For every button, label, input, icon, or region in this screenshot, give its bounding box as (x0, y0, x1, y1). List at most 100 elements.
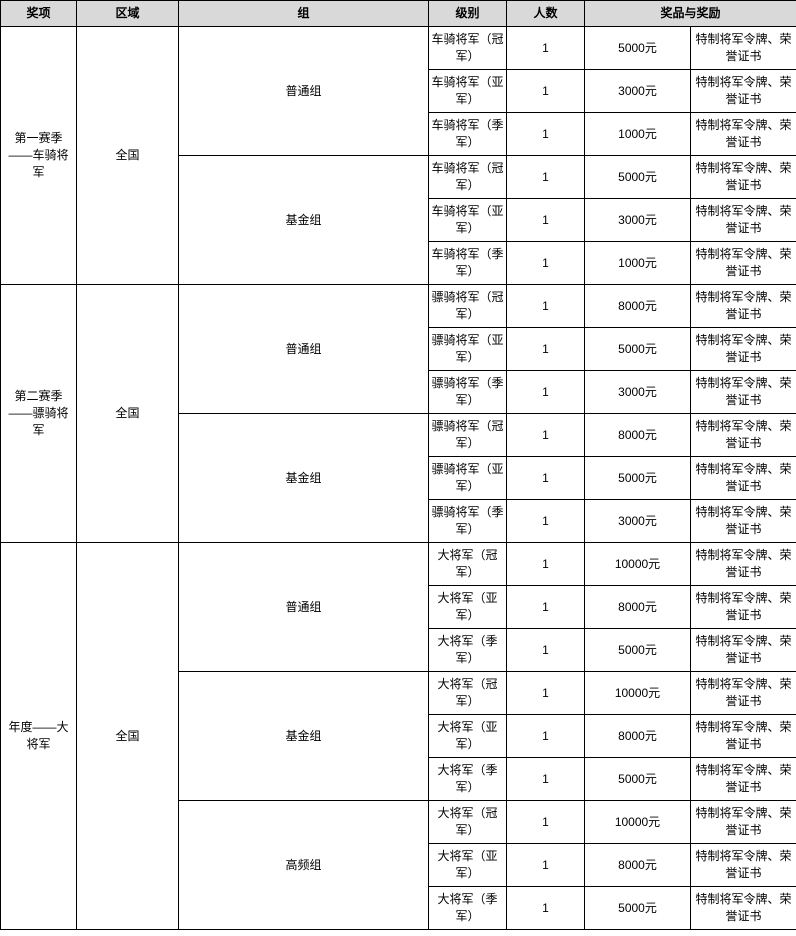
cell-group: 普通组 (179, 27, 429, 156)
cell-prize: 特制将军令牌、荣誉证书 (691, 844, 796, 887)
cell-count: 1 (507, 543, 585, 586)
cell-region: 全国 (77, 27, 179, 285)
cell-count: 1 (507, 586, 585, 629)
cell-level: 大将军（亚军） (429, 715, 507, 758)
cell-prize: 特制将军令牌、荣誉证书 (691, 543, 796, 586)
cell-group: 普通组 (179, 543, 429, 672)
col-count: 人数 (507, 1, 585, 27)
cell-level: 大将军（亚军） (429, 586, 507, 629)
cell-money: 8000元 (585, 414, 691, 457)
cell-prize: 特制将军令牌、荣誉证书 (691, 113, 796, 156)
cell-level: 大将军（季军） (429, 887, 507, 930)
cell-level: 骠骑将军（亚军） (429, 457, 507, 500)
cell-award: 第二赛季——骠骑将军 (1, 285, 77, 543)
cell-count: 1 (507, 199, 585, 242)
cell-prize: 特制将军令牌、荣誉证书 (691, 715, 796, 758)
cell-prize: 特制将军令牌、荣誉证书 (691, 371, 796, 414)
cell-prize: 特制将军令牌、荣誉证书 (691, 500, 796, 543)
cell-money: 5000元 (585, 758, 691, 801)
cell-level: 骠骑将军（冠军） (429, 414, 507, 457)
cell-count: 1 (507, 242, 585, 285)
cell-count: 1 (507, 672, 585, 715)
cell-region: 全国 (77, 543, 179, 930)
cell-money: 1000元 (585, 113, 691, 156)
cell-money: 8000元 (585, 586, 691, 629)
cell-count: 1 (507, 500, 585, 543)
cell-count: 1 (507, 414, 585, 457)
cell-money: 3000元 (585, 500, 691, 543)
cell-level: 大将军（亚军） (429, 844, 507, 887)
cell-prize: 特制将军令牌、荣誉证书 (691, 199, 796, 242)
cell-money: 8000元 (585, 285, 691, 328)
awards-table: 奖项 区域 组 级别 人数 奖品与奖励 第一赛季——车骑将军全国普通组车骑将军（… (0, 0, 796, 930)
cell-group: 普通组 (179, 285, 429, 414)
cell-level: 大将军（冠军） (429, 543, 507, 586)
table-row: 年度——大将军全国普通组大将军（冠军）110000元特制将军令牌、荣誉证书 (1, 543, 796, 586)
col-prize: 奖品与奖励 (585, 1, 796, 27)
cell-level: 骠骑将军（季军） (429, 500, 507, 543)
cell-region: 全国 (77, 285, 179, 543)
cell-level: 大将军（冠军） (429, 801, 507, 844)
cell-level: 车骑将军（亚军） (429, 199, 507, 242)
cell-group: 高频组 (179, 801, 429, 930)
cell-money: 10000元 (585, 801, 691, 844)
table-row: 第二赛季——骠骑将军全国普通组骠骑将军（冠军）18000元特制将军令牌、荣誉证书 (1, 285, 796, 328)
cell-count: 1 (507, 285, 585, 328)
cell-level: 车骑将军（亚军） (429, 70, 507, 113)
cell-prize: 特制将军令牌、荣誉证书 (691, 414, 796, 457)
cell-money: 1000元 (585, 242, 691, 285)
cell-prize: 特制将军令牌、荣誉证书 (691, 242, 796, 285)
cell-prize: 特制将军令牌、荣誉证书 (691, 285, 796, 328)
cell-money: 5000元 (585, 457, 691, 500)
cell-level: 车骑将军（季军） (429, 242, 507, 285)
col-region: 区域 (77, 1, 179, 27)
cell-prize: 特制将军令牌、荣誉证书 (691, 328, 796, 371)
cell-prize: 特制将军令牌、荣誉证书 (691, 457, 796, 500)
cell-count: 1 (507, 801, 585, 844)
cell-level: 大将军（冠军） (429, 672, 507, 715)
cell-prize: 特制将军令牌、荣誉证书 (691, 586, 796, 629)
cell-count: 1 (507, 113, 585, 156)
cell-money: 3000元 (585, 371, 691, 414)
cell-prize: 特制将军令牌、荣誉证书 (691, 801, 796, 844)
cell-money: 5000元 (585, 27, 691, 70)
cell-money: 5000元 (585, 887, 691, 930)
cell-prize: 特制将军令牌、荣誉证书 (691, 758, 796, 801)
cell-money: 3000元 (585, 199, 691, 242)
col-group: 组 (179, 1, 429, 27)
cell-level: 车骑将军（冠军） (429, 156, 507, 199)
cell-money: 3000元 (585, 70, 691, 113)
cell-money: 8000元 (585, 844, 691, 887)
cell-level: 大将军（季军） (429, 758, 507, 801)
cell-count: 1 (507, 715, 585, 758)
cell-prize: 特制将军令牌、荣誉证书 (691, 629, 796, 672)
cell-group: 基金组 (179, 414, 429, 543)
cell-count: 1 (507, 371, 585, 414)
table-header-row: 奖项 区域 组 级别 人数 奖品与奖励 (1, 1, 796, 27)
cell-level: 骠骑将军（冠军） (429, 285, 507, 328)
cell-money: 5000元 (585, 328, 691, 371)
cell-award: 年度——大将军 (1, 543, 77, 930)
cell-money: 8000元 (585, 715, 691, 758)
cell-money: 10000元 (585, 672, 691, 715)
cell-money: 5000元 (585, 156, 691, 199)
cell-level: 骠骑将军（亚军） (429, 328, 507, 371)
cell-prize: 特制将军令牌、荣誉证书 (691, 887, 796, 930)
table-row: 第一赛季——车骑将军全国普通组车骑将军（冠军）15000元特制将军令牌、荣誉证书 (1, 27, 796, 70)
cell-level: 大将军（季军） (429, 629, 507, 672)
col-award: 奖项 (1, 1, 77, 27)
cell-group: 基金组 (179, 156, 429, 285)
cell-prize: 特制将军令牌、荣誉证书 (691, 70, 796, 113)
cell-prize: 特制将军令牌、荣誉证书 (691, 27, 796, 70)
cell-count: 1 (507, 156, 585, 199)
cell-count: 1 (507, 758, 585, 801)
cell-level: 车骑将军（季军） (429, 113, 507, 156)
cell-prize: 特制将军令牌、荣誉证书 (691, 672, 796, 715)
cell-level: 车骑将军（冠军） (429, 27, 507, 70)
cell-count: 1 (507, 328, 585, 371)
cell-count: 1 (507, 844, 585, 887)
cell-level: 骠骑将军（季军） (429, 371, 507, 414)
cell-count: 1 (507, 457, 585, 500)
cell-money: 5000元 (585, 629, 691, 672)
cell-count: 1 (507, 27, 585, 70)
